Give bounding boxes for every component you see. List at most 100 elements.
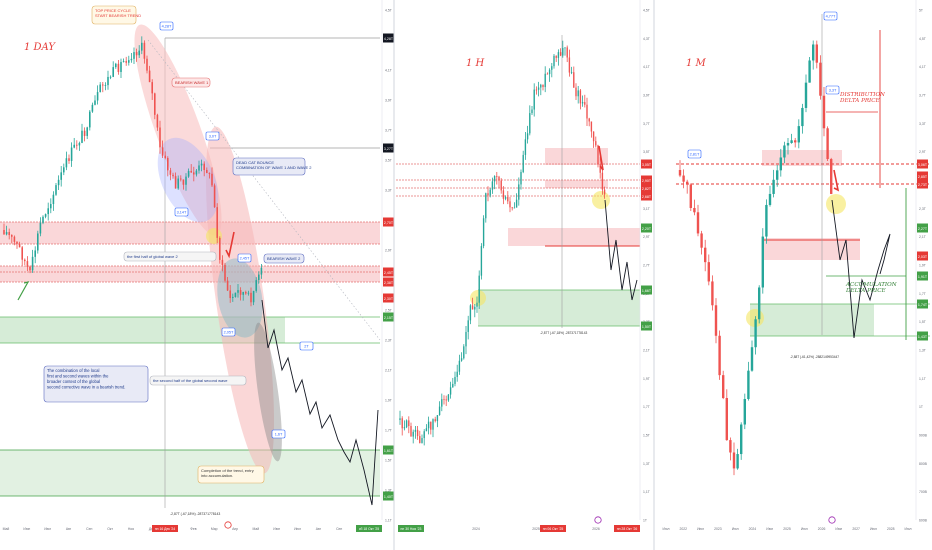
candle-body <box>37 233 39 251</box>
candle-body <box>216 207 218 238</box>
candle-body <box>783 145 786 158</box>
bearish-wave-1-shape <box>134 24 222 236</box>
bubble-m-left-box <box>687 149 702 159</box>
candle-body <box>239 290 242 295</box>
price-axis-1-tick: 4,1T <box>385 69 392 73</box>
candle-body <box>765 204 768 237</box>
bubble-top: 4,28T <box>162 25 172 29</box>
price-tag-1-label: 1,61T <box>384 449 394 453</box>
candle-body <box>500 180 502 191</box>
price-tag-1-label: 3,27T <box>384 147 394 151</box>
candle-body <box>219 237 221 260</box>
candle-body <box>575 87 577 97</box>
panel-2-hour: -2,87T (-67,18%) -287371778143 1 H 4,5T 4,3… <box>396 0 652 550</box>
candle-body <box>522 154 524 173</box>
bubble-top-box <box>159 21 174 31</box>
price-tag-3 <box>917 251 928 261</box>
date-badge-2c <box>614 525 640 532</box>
candle-body <box>535 89 538 91</box>
time-axis-3-tick: 2026 <box>818 527 826 531</box>
price-axis-2-tick: 1,7T <box>643 405 650 409</box>
price-axis-3-tick: 1,3T <box>919 349 926 353</box>
candle-body <box>52 194 55 205</box>
candle-body <box>747 370 750 400</box>
time-axis-2-tick: 2025 <box>532 527 540 531</box>
panel-2-title: 1 H <box>466 58 485 69</box>
candle-body <box>206 169 208 173</box>
candle-body <box>467 320 469 332</box>
candle-body <box>138 50 140 56</box>
candle-body <box>562 47 564 56</box>
price-axis-3-tick: 1,1T <box>919 377 926 381</box>
candle-body <box>208 172 211 174</box>
green-arrow <box>17 281 30 301</box>
candle-body <box>410 426 412 437</box>
bubble-dc-high-box <box>205 131 220 141</box>
candle-body <box>26 261 29 267</box>
price-tag-3-label: 2,73T <box>918 183 928 187</box>
price-axis-3-tick: 700B <box>919 490 928 494</box>
candle-body <box>482 218 485 247</box>
price-axis-1-tick: 2,5T <box>385 309 392 313</box>
bubble-dc-high: 3,0T <box>209 135 217 139</box>
accumulation-zone <box>0 450 380 496</box>
price-axis-3-tick: 800B <box>919 462 928 466</box>
candle-body <box>603 189 606 195</box>
price-axis-2-tick: 2,1T <box>643 349 650 353</box>
price-tag-2-label: 2,68T <box>642 195 652 199</box>
candle-body <box>169 170 172 175</box>
candle-body <box>819 62 822 96</box>
candle-body <box>564 47 566 49</box>
price-tag-1 <box>383 293 394 303</box>
candle-body <box>86 127 88 136</box>
candle-body <box>130 58 133 61</box>
candle-body <box>491 181 494 190</box>
candle-body <box>24 259 26 262</box>
candle-body <box>421 438 423 443</box>
candle-body <box>557 52 560 58</box>
price-tag-2 <box>641 321 652 331</box>
time-axis-2-tick: 2024 <box>472 527 480 531</box>
price-tag-2-label: 3,05T <box>642 163 652 167</box>
time-axis-1-tick: Авг <box>316 527 322 531</box>
candle-body <box>401 418 403 429</box>
price-axis-2-tick: 2,9T <box>643 235 650 239</box>
candle-body <box>740 424 743 455</box>
candle-body <box>693 207 696 213</box>
price-axis-3-tick: 1,7T <box>919 292 926 296</box>
red-zone-h1 <box>545 148 608 165</box>
price-tag-1-label: 2,38T <box>384 281 394 285</box>
date-badge-1a <box>152 525 178 532</box>
candle-body <box>597 145 599 165</box>
green-zone-m <box>750 304 874 336</box>
candle-body <box>29 266 31 271</box>
bubble-m-upper-box <box>825 85 840 95</box>
candle-body <box>156 114 159 128</box>
candle-body <box>91 104 94 112</box>
time-axis-1-tick: Июн <box>23 527 30 531</box>
candle-body <box>252 290 255 303</box>
price-tag-1-label: 4,28T <box>384 37 394 41</box>
price-axis-3-tick: 4,1T <box>919 65 926 69</box>
candle-body <box>553 55 555 67</box>
price-axis-3-tick: 600B <box>919 519 928 523</box>
note-bearish-wave-1: BEARISH WAVE 1 <box>175 80 209 85</box>
price-axis-1-tick: 3,7T <box>385 129 392 133</box>
candle-body <box>250 292 252 303</box>
time-axis-3-tick: Июл <box>732 527 739 531</box>
time-axis-1-tick: Фев <box>190 527 196 531</box>
candle-body <box>425 428 428 432</box>
price-tag-3 <box>917 179 928 189</box>
candle-body <box>135 52 138 56</box>
highlight-h2 <box>470 290 486 306</box>
candle-body <box>94 100 96 105</box>
candle-body <box>81 130 83 143</box>
candle-body <box>245 291 247 294</box>
candle-body <box>172 174 174 177</box>
candle-body <box>117 63 120 72</box>
candle-body <box>65 158 68 168</box>
bubble-m-top: 4,77T <box>826 15 836 19</box>
time-axis-1-tick: Окт <box>107 527 113 531</box>
candle-body <box>31 256 34 271</box>
note-top-cycle: TOP PRICE CYCLE START BEARISH TREND <box>95 8 141 18</box>
